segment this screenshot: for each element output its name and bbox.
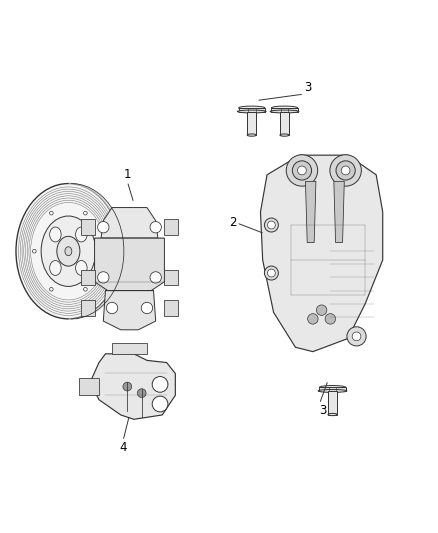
Circle shape: [98, 272, 109, 283]
Circle shape: [316, 305, 327, 316]
Polygon shape: [112, 343, 147, 354]
Ellipse shape: [247, 134, 256, 136]
Polygon shape: [164, 270, 177, 285]
Circle shape: [98, 222, 109, 233]
Circle shape: [341, 166, 350, 175]
Polygon shape: [334, 181, 344, 243]
Ellipse shape: [265, 266, 279, 280]
Polygon shape: [101, 207, 158, 238]
Circle shape: [32, 249, 36, 253]
Polygon shape: [79, 378, 99, 395]
Circle shape: [325, 313, 336, 324]
Circle shape: [347, 327, 366, 346]
Circle shape: [307, 313, 318, 324]
Ellipse shape: [272, 106, 297, 110]
Ellipse shape: [318, 390, 347, 392]
Ellipse shape: [280, 134, 289, 136]
Circle shape: [336, 161, 355, 180]
Circle shape: [84, 287, 87, 291]
Polygon shape: [247, 111, 256, 135]
Circle shape: [138, 389, 146, 398]
Ellipse shape: [76, 261, 87, 276]
Text: 1: 1: [124, 168, 131, 181]
Polygon shape: [81, 300, 95, 316]
Circle shape: [292, 161, 311, 180]
Circle shape: [123, 382, 132, 391]
Polygon shape: [164, 220, 177, 235]
Polygon shape: [272, 108, 297, 111]
Text: 4: 4: [119, 441, 127, 454]
Circle shape: [297, 166, 306, 175]
Text: 3: 3: [319, 404, 327, 417]
Ellipse shape: [16, 183, 121, 319]
Circle shape: [150, 272, 161, 283]
Circle shape: [141, 302, 152, 313]
Polygon shape: [280, 111, 289, 135]
Ellipse shape: [49, 261, 61, 276]
Polygon shape: [261, 155, 383, 352]
Ellipse shape: [237, 110, 266, 113]
Ellipse shape: [319, 385, 346, 389]
Circle shape: [150, 222, 161, 233]
Polygon shape: [81, 220, 95, 235]
Polygon shape: [103, 290, 155, 330]
Circle shape: [101, 249, 104, 253]
Circle shape: [106, 302, 118, 313]
Text: 2: 2: [229, 216, 237, 229]
Circle shape: [286, 155, 318, 186]
Circle shape: [84, 211, 87, 215]
Ellipse shape: [270, 110, 299, 113]
Polygon shape: [305, 181, 316, 243]
Polygon shape: [90, 354, 175, 419]
Ellipse shape: [239, 106, 265, 110]
Ellipse shape: [65, 247, 72, 256]
Text: 3: 3: [304, 81, 311, 94]
Polygon shape: [239, 108, 265, 111]
Ellipse shape: [268, 221, 276, 229]
Polygon shape: [95, 238, 164, 290]
Circle shape: [152, 396, 168, 412]
Circle shape: [352, 332, 361, 341]
Circle shape: [330, 155, 361, 186]
Polygon shape: [319, 387, 346, 391]
Polygon shape: [81, 270, 95, 285]
Ellipse shape: [265, 218, 279, 232]
Ellipse shape: [268, 269, 276, 277]
Circle shape: [49, 211, 53, 215]
Circle shape: [152, 376, 168, 392]
Ellipse shape: [41, 216, 95, 286]
Polygon shape: [164, 300, 177, 316]
Circle shape: [49, 287, 53, 291]
Ellipse shape: [328, 414, 337, 416]
Ellipse shape: [76, 227, 87, 242]
Ellipse shape: [49, 227, 61, 242]
Polygon shape: [328, 391, 337, 415]
Ellipse shape: [57, 236, 80, 266]
